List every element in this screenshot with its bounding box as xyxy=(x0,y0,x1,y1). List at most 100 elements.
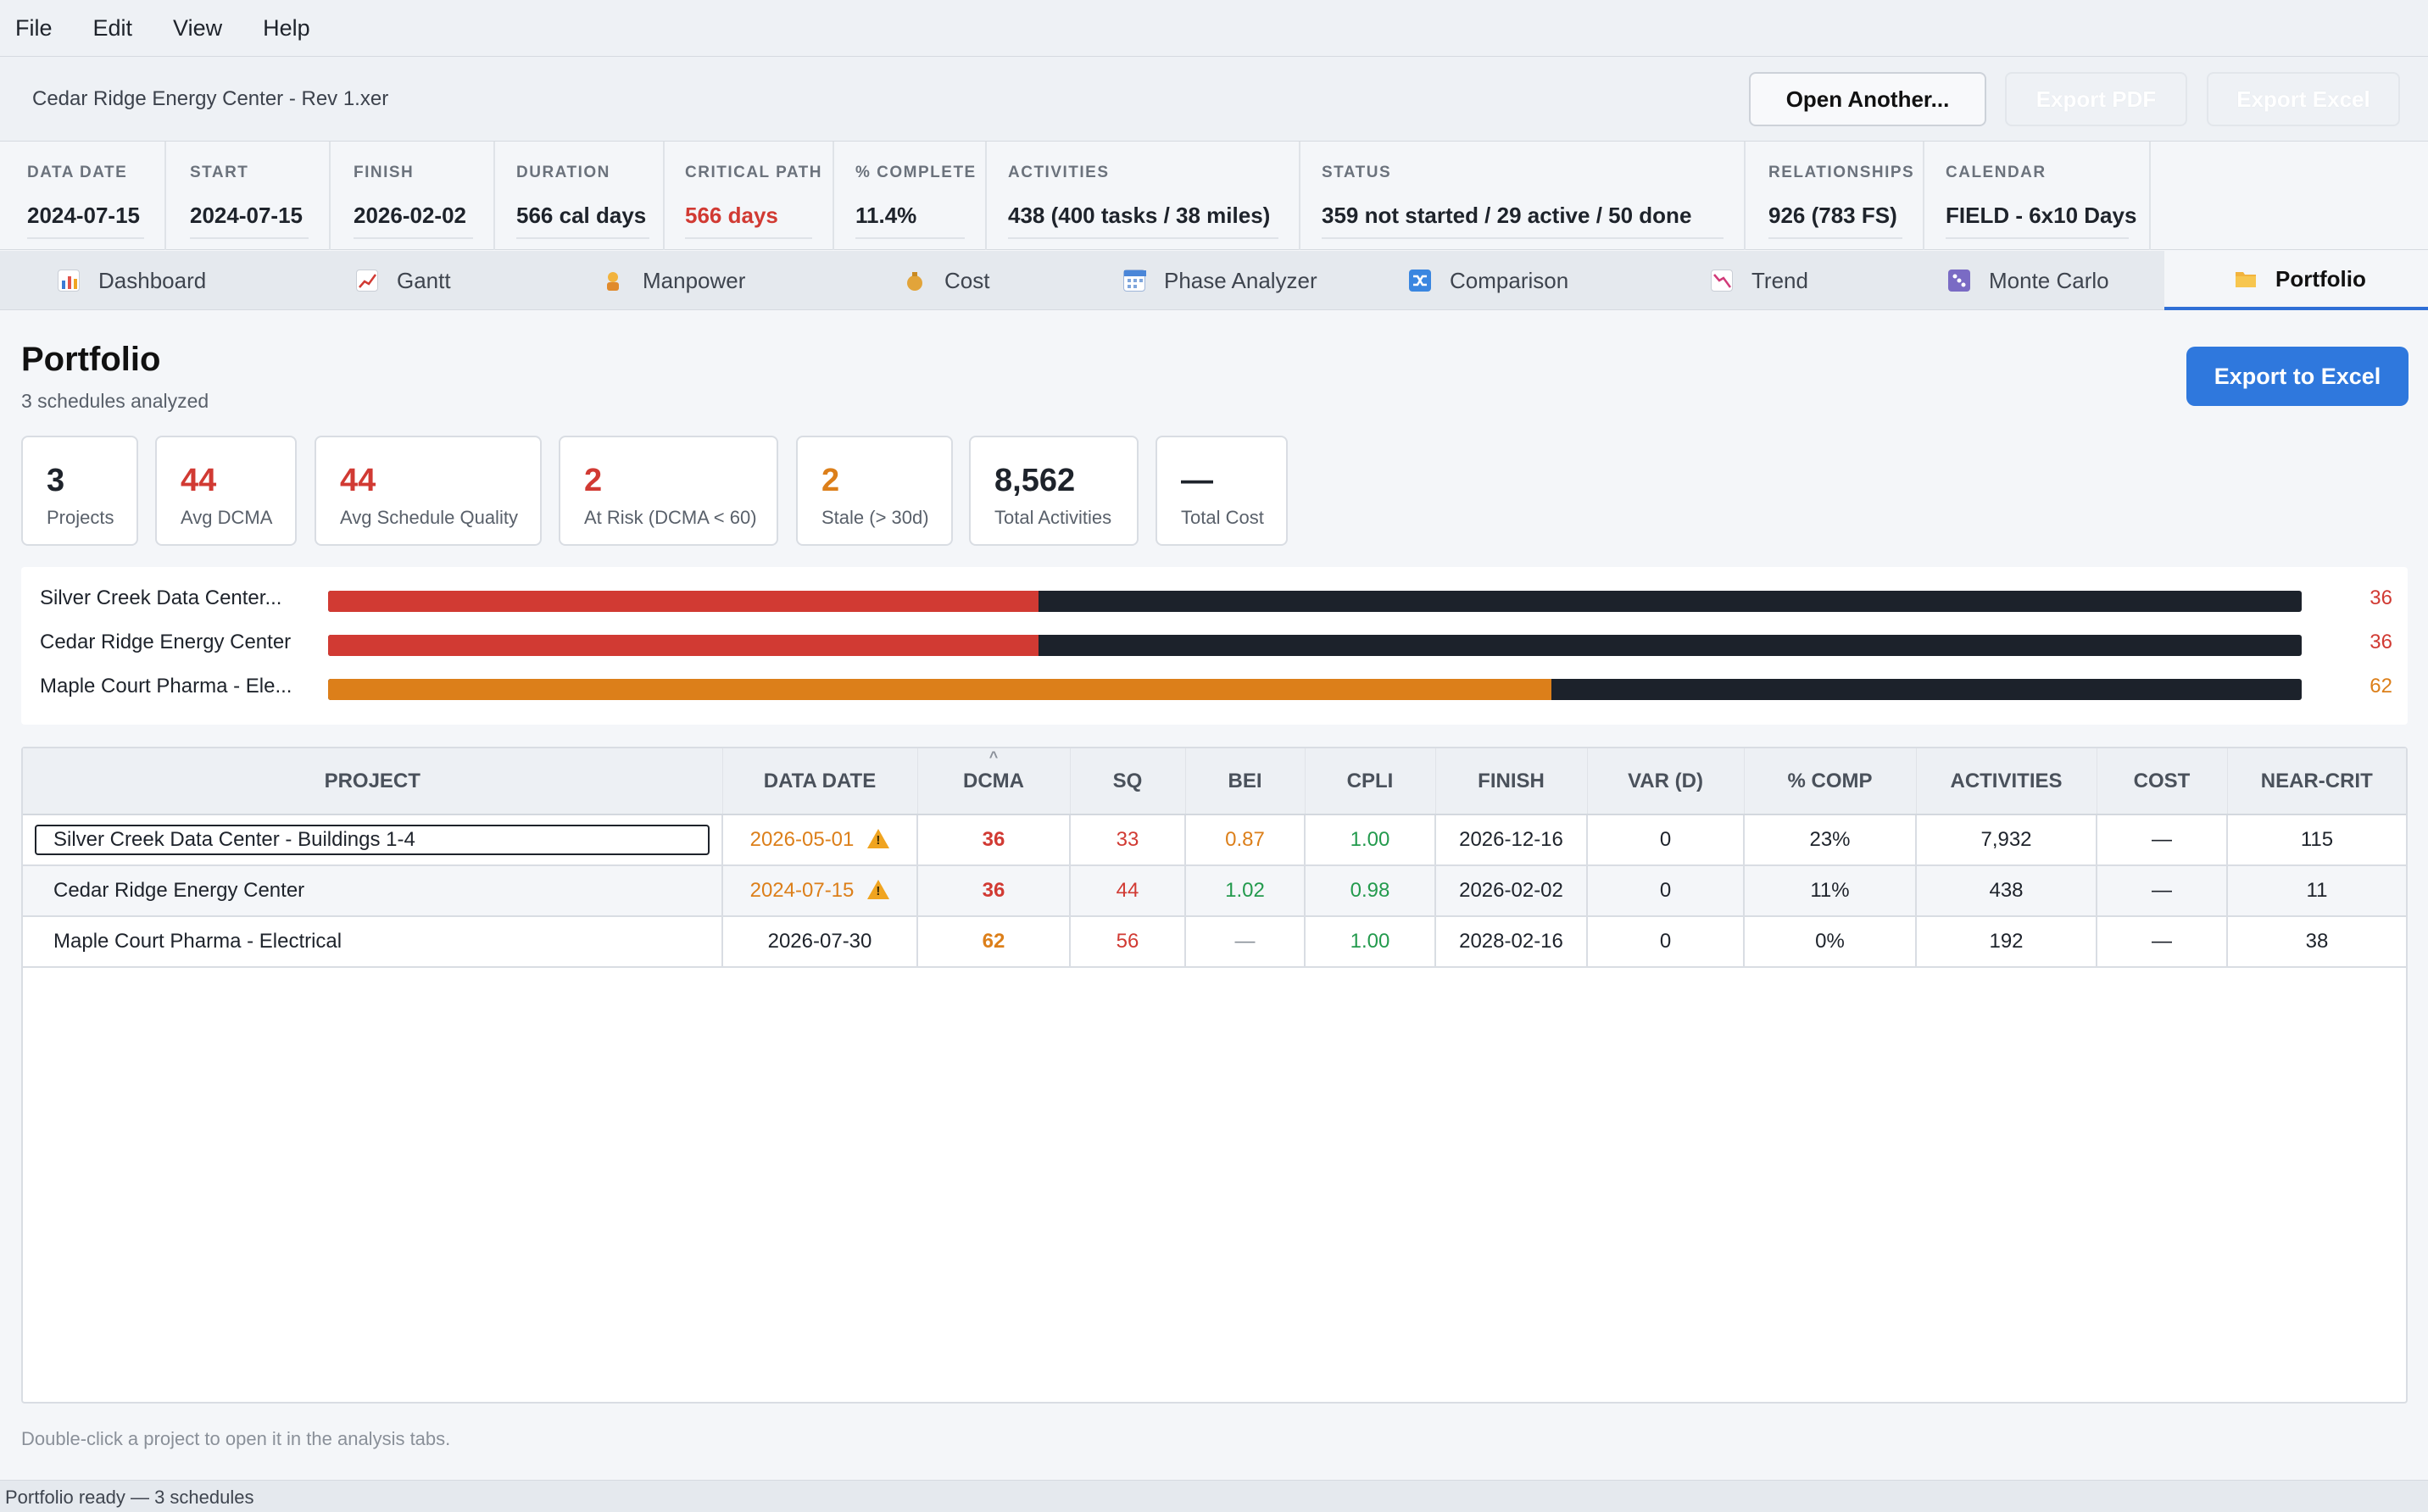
export-to-excel-button[interactable]: Export to Excel xyxy=(2186,347,2409,406)
table-row[interactable]: Cedar Ridge Energy Center 2024-07-15 36 … xyxy=(23,865,2406,917)
summary-finish: FINISH 2026-02-02 xyxy=(331,142,495,250)
column-header-cpli[interactable]: CPLI xyxy=(1305,748,1436,815)
tab-manpower[interactable]: Manpower xyxy=(602,251,745,310)
table-header-row: PROJECT DATA DATE ^ DCMA SQ BEI CPLI FINI… xyxy=(23,748,2406,815)
summary-critical-path: CRITICAL PATH 566 days xyxy=(665,142,834,250)
kpi-label: Stale (> 30d) xyxy=(821,507,929,528)
tab-trend[interactable]: Trend xyxy=(1711,251,1808,310)
dcma-score-bars: Silver Creek Data Center... 36 Cedar Rid… xyxy=(21,567,2408,725)
status-text: Portfolio ready — 3 schedules xyxy=(5,1487,254,1508)
cell-cpli: 0.98 xyxy=(1305,865,1436,917)
kpi-label: Avg Schedule Quality xyxy=(340,507,518,528)
score-bar-name: Cedar Ridge Energy Center xyxy=(40,631,292,653)
summary-data-date: DATA DATE 2024-07-15 xyxy=(0,142,166,250)
kpi-at-risk: 2 At Risk (DCMA < 60) xyxy=(559,436,778,546)
score-bar-track xyxy=(328,679,2302,700)
cell-sq: 44 xyxy=(1070,865,1186,917)
table-row[interactable]: Maple Court Pharma - Electrical 2026-07-… xyxy=(23,916,2406,968)
summary-start: START 2024-07-15 xyxy=(166,142,331,250)
cell-project[interactable]: Maple Court Pharma - Electrical xyxy=(23,916,723,968)
sort-indicator-icon: ^ xyxy=(988,748,999,765)
menu-edit[interactable]: Edit xyxy=(92,14,133,41)
cell-dcma: 62 xyxy=(917,916,1071,968)
cell-sq: 56 xyxy=(1070,916,1186,968)
cell-project[interactable]: Silver Creek Data Center - Buildings 1-4 xyxy=(23,814,723,866)
table-row[interactable]: Silver Creek Data Center - Buildings 1-4… xyxy=(23,814,2406,866)
score-bar-row: Maple Court Pharma - Ele... 62 xyxy=(21,671,2408,705)
stat-value: FIELD - 6x10 Days xyxy=(1946,203,2136,239)
menu-view[interactable]: View xyxy=(173,14,223,41)
tab-comparison[interactable]: Comparison xyxy=(1409,251,1568,310)
tab-gantt[interactable]: Gantt xyxy=(356,251,451,310)
open-another-button[interactable]: Open Another... xyxy=(1749,72,1986,126)
cell-finish: 2028-02-16 xyxy=(1435,916,1588,968)
stat-value: 438 (400 tasks / 38 miles) xyxy=(1008,203,1278,239)
column-header-sq[interactable]: SQ xyxy=(1070,748,1186,815)
stat-value: 566 cal days xyxy=(516,203,649,239)
cell-finish: 2026-12-16 xyxy=(1435,814,1588,866)
status-bar: Portfolio ready — 3 schedules xyxy=(0,1480,2428,1512)
score-bar-fill xyxy=(328,635,1039,656)
cell-data-date: 2024-07-15 xyxy=(722,865,918,917)
cell-activities: 438 xyxy=(1916,865,2097,917)
tab-cost[interactable]: Cost xyxy=(904,251,989,310)
kpi-total-cost: — Total Cost xyxy=(1156,436,1288,546)
column-header-project[interactable]: PROJECT xyxy=(23,748,723,815)
cell-comp: 0% xyxy=(1744,916,1917,968)
kpi-value: 8,562 xyxy=(994,463,1076,498)
column-header-near-crit[interactable]: NEAR-CRIT xyxy=(2227,748,2406,815)
column-header-bei[interactable]: BEI xyxy=(1185,748,1306,815)
dice-icon xyxy=(1948,270,1970,292)
tab-monte-carlo[interactable]: Monte Carlo xyxy=(1948,251,2109,310)
trend-down-icon xyxy=(1711,270,1733,292)
stat-label: DATA DATE xyxy=(27,164,128,181)
cell-comp: 11% xyxy=(1744,865,1917,917)
kpi-projects: 3 Projects xyxy=(21,436,138,546)
cell-var: 0 xyxy=(1587,814,1745,866)
cell-cost: — xyxy=(2097,865,2228,917)
warning-icon xyxy=(867,829,890,849)
score-bar-row: Silver Creek Data Center... 36 xyxy=(21,583,2408,617)
cell-project[interactable]: Cedar Ridge Energy Center xyxy=(23,865,723,917)
menu-help[interactable]: Help xyxy=(263,14,310,41)
column-header-activities[interactable]: ACTIVITIES xyxy=(1916,748,2097,815)
stat-label: CALENDAR xyxy=(1946,164,2047,181)
tab-label: Monte Carlo xyxy=(1989,267,2109,293)
stat-value: 2024-07-15 xyxy=(190,203,309,239)
hint-text: Double-click a project to open it in the… xyxy=(21,1428,451,1449)
column-header-dcma[interactable]: ^ DCMA xyxy=(917,748,1071,815)
tab-label: Phase Analyzer xyxy=(1164,267,1317,293)
cell-cpli: 1.00 xyxy=(1305,814,1436,866)
kpi-label: Projects xyxy=(47,507,114,528)
kpi-label: At Risk (DCMA < 60) xyxy=(584,507,757,528)
menu-file[interactable]: File xyxy=(15,14,53,41)
data-date-value: 2026-05-01 xyxy=(749,828,855,851)
score-bar-track xyxy=(328,591,2302,612)
tab-portfolio[interactable]: Portfolio xyxy=(2164,251,2428,310)
column-header-data-date[interactable]: DATA DATE xyxy=(722,748,918,815)
cell-activities: 7,932 xyxy=(1916,814,2097,866)
warning-icon xyxy=(867,880,890,900)
stat-value: 926 (783 FS) xyxy=(1768,203,1902,239)
cell-activities: 192 xyxy=(1916,916,2097,968)
tab-dashboard[interactable]: Dashboard xyxy=(58,251,206,310)
bar-chart-icon xyxy=(58,270,80,292)
kpi-value: — xyxy=(1181,463,1213,498)
cell-near-crit: 38 xyxy=(2227,916,2406,968)
column-header-finish[interactable]: FINISH xyxy=(1435,748,1588,815)
column-header-comp[interactable]: % COMP xyxy=(1744,748,1917,815)
export-excel-button[interactable]: Export Excel xyxy=(2207,72,2400,126)
shuffle-icon xyxy=(1409,270,1431,292)
kpi-avg-dcma: 44 Avg DCMA xyxy=(155,436,297,546)
tab-label: Comparison xyxy=(1450,267,1569,293)
stat-value: 2024-07-15 xyxy=(27,203,144,239)
kpi-value: 44 xyxy=(181,463,217,498)
menu-bar: File Edit View Help xyxy=(0,0,2428,57)
kpi-value: 3 xyxy=(47,463,65,498)
summary-activities: ACTIVITIES 438 (400 tasks / 38 miles) xyxy=(987,142,1300,250)
export-pdf-button[interactable]: Export PDF xyxy=(2005,72,2187,126)
column-header-var[interactable]: VAR (D) xyxy=(1587,748,1745,815)
tab-phase-analyzer[interactable]: Phase Analyzer xyxy=(1123,251,1317,310)
column-header-label: DCMA xyxy=(963,769,1024,792)
column-header-cost[interactable]: COST xyxy=(2097,748,2228,815)
